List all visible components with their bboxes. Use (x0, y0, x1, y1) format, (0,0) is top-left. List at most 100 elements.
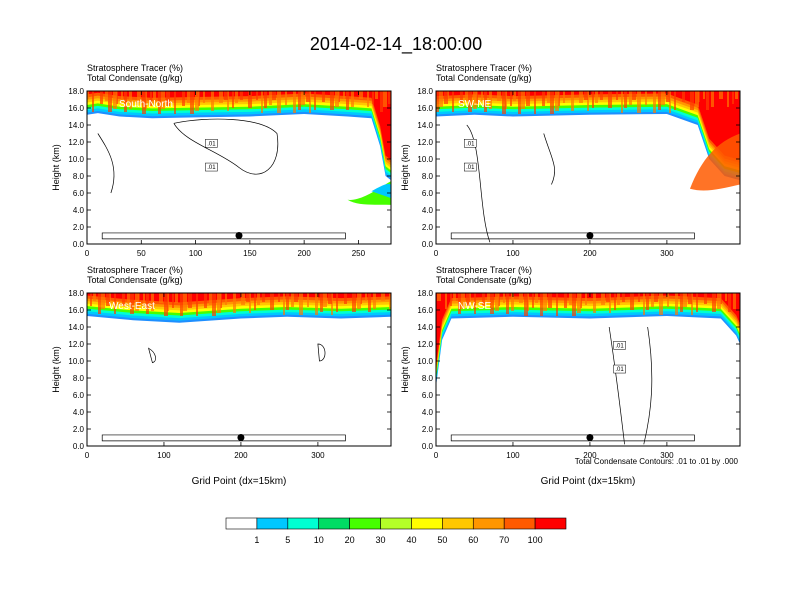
location-marker (586, 232, 594, 239)
tracer-streak (653, 91, 656, 113)
y-tick-label: 10.0 (68, 357, 84, 366)
tracer-streak (465, 91, 468, 101)
tracer-streak (261, 91, 263, 113)
tracer-streak (595, 91, 598, 103)
tracer-intrusion-core (371, 184, 391, 199)
tracer-streak (272, 91, 276, 100)
location-marker (235, 232, 243, 239)
tracer-streak (727, 91, 729, 107)
tracer-streak (725, 293, 727, 301)
tracer-streak (335, 91, 339, 107)
x-axis-label: Grid Point (dx=15km) (541, 476, 636, 487)
tracer-streak (227, 91, 229, 111)
tracer-streak (322, 91, 325, 102)
tracer-streak (146, 293, 149, 314)
colorbar-swatch (503, 517, 536, 530)
tracer-streak (293, 91, 296, 113)
tracer-streak (142, 91, 146, 114)
tracer-streak (277, 91, 281, 113)
y-tick-label: 16.0 (417, 306, 433, 315)
tracer-streak (563, 91, 565, 103)
x-tick-label: 200 (234, 451, 248, 460)
tracer-streak (540, 293, 543, 316)
y-tick-label: 4.0 (422, 408, 434, 417)
colorbar-label: 1 (254, 535, 259, 545)
contour-label: .01 (615, 343, 624, 349)
panel-title-tracer: Stratosphere Tracer (%) (87, 63, 183, 73)
condensate-contour (101, 434, 346, 442)
condensate-contour (317, 343, 326, 362)
tracer-streak (209, 293, 212, 305)
tracer-streak (658, 91, 661, 110)
tracer-streak (632, 91, 636, 100)
y-tick-label: 16.0 (417, 104, 433, 113)
tracer-streak (542, 91, 545, 106)
tracer-streak (175, 293, 178, 303)
tracer-streak (712, 293, 716, 312)
tracer-streak (735, 91, 738, 99)
panel-region-label: SW-NE (458, 99, 491, 110)
panels: Stratosphere Tracer (%)Total Condensate … (51, 63, 741, 487)
tracer-streak (444, 91, 448, 104)
y-axis-label: Height (km) (51, 346, 61, 393)
condensate-contour (450, 434, 695, 442)
tracer-streak (248, 91, 252, 108)
y-tick-label: 8.0 (422, 172, 434, 181)
location-marker (237, 434, 245, 441)
y-tick-label: 2.0 (422, 425, 434, 434)
tracer-streak (196, 293, 198, 316)
tracer-streak (717, 293, 721, 309)
colorbar-label: 100 (528, 535, 543, 545)
tracer-streak (389, 293, 391, 309)
x-tick-label: 300 (311, 451, 325, 460)
tracer-streak (330, 91, 334, 110)
y-tick-label: 14.0 (68, 323, 84, 332)
tracer-streak (122, 293, 125, 306)
colorbar-label: 30 (376, 535, 386, 545)
x-tick-label: 150 (243, 249, 257, 258)
tracer-streak (695, 91, 699, 107)
tracer-streak (667, 293, 669, 307)
y-tick-label: 12.0 (68, 138, 84, 147)
colorbar-label: 70 (499, 535, 509, 545)
condensate-contour (173, 118, 279, 175)
tracer-streak (365, 293, 367, 301)
tracer-streak (439, 91, 443, 107)
tracer-streak (105, 91, 108, 101)
tracer-streak (367, 91, 369, 107)
panel-title-condensate: Total Condensate (g/kg) (87, 73, 183, 83)
tracer-streak (212, 293, 216, 316)
tracer-streak (609, 293, 611, 313)
tracer-streak (352, 293, 356, 312)
tracer-streak (502, 91, 506, 114)
tracer-streak (584, 91, 588, 100)
contour-label-box (613, 364, 626, 374)
tracer-streak (548, 293, 552, 308)
y-tick-label: 8.0 (422, 374, 434, 383)
tracer-streak (166, 91, 170, 106)
tracer-streak (458, 293, 461, 314)
tracer-streak (372, 91, 374, 104)
condensate-contour (466, 124, 491, 243)
tracer-streak (608, 91, 612, 108)
tracer-streak (217, 293, 221, 313)
tracer-streak (622, 293, 625, 302)
contour-label-box (463, 162, 477, 172)
tracer-streak (182, 91, 185, 106)
tracer-streak (711, 91, 714, 107)
colorbar-swatch (534, 517, 567, 530)
tracer-streak (320, 293, 323, 312)
tracer-streak (301, 91, 305, 105)
tracer-streak (195, 91, 199, 111)
x-tick-label: 0 (434, 249, 439, 258)
tracer-streak (506, 293, 509, 314)
panel-plot-area: .01 .01 South-North (87, 91, 391, 244)
contour-label-box (613, 341, 626, 350)
tracer-streak (600, 91, 603, 100)
y-axis-label: Height (km) (51, 144, 61, 191)
tracer-streak (388, 91, 391, 104)
y-tick-label: 16.0 (68, 104, 84, 113)
tracer-streak (585, 293, 587, 305)
tracer-streak (482, 293, 485, 306)
plot-background (436, 293, 740, 446)
